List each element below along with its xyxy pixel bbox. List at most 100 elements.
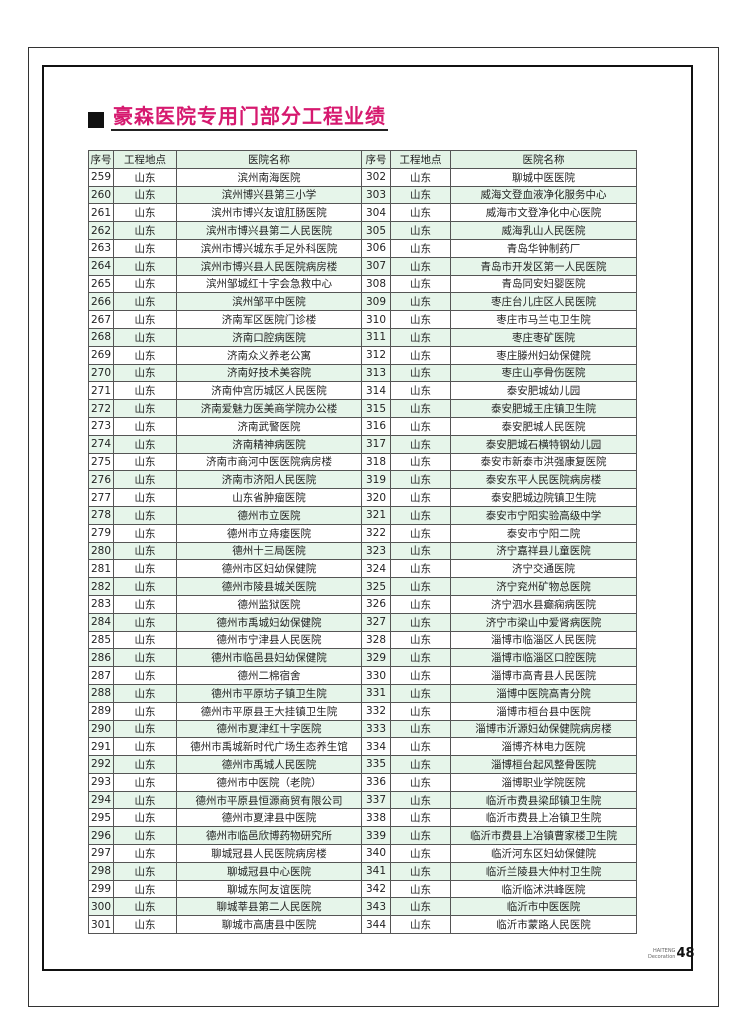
- cell-hospital: 淄博市桓台县中医院: [450, 701, 637, 721]
- cell-number: 337: [361, 790, 391, 810]
- cell-number: 283: [88, 594, 114, 614]
- cell-location: 山东: [113, 808, 177, 828]
- cell-hospital: 德州市夏津红十字医院: [176, 719, 362, 739]
- cell-number: 260: [88, 185, 114, 205]
- cell-number: 267: [88, 310, 114, 329]
- table-row: 277 山东 山东省肿瘤医院 320 山东 泰安肥城边院镇卫生院: [88, 488, 637, 507]
- cell-hospital: 临沂兰陵县大仲村卫生院: [450, 861, 637, 881]
- cell-number: 335: [361, 755, 391, 774]
- cell-number: 290: [88, 719, 114, 739]
- cell-hospital: 聊城冠县人民医院病房楼: [176, 844, 362, 863]
- cell-number: 338: [361, 808, 391, 828]
- table-row: 291 山东 德州市禹城新时代广场生态养生馆 334 山东 淄博齐林电力医院: [88, 737, 637, 757]
- cell-location: 山东: [390, 861, 451, 881]
- table-row: 281 山东 德州市区妇幼保健院 324 山东 济宁交通医院: [88, 559, 637, 579]
- table-row: 279 山东 德州市立痔瘘医院 322 山东 泰安市宁阳二院: [88, 523, 637, 543]
- cell-location: 山东: [113, 612, 177, 632]
- cell-location: 山东: [390, 523, 451, 543]
- cell-location: 山东: [390, 612, 451, 632]
- cell-hospital: 淄博齐林电力医院: [450, 737, 637, 757]
- cell-number: 291: [88, 737, 114, 757]
- table-row: 289 山东 德州市平原县王大挂镇卫生院 332 山东 淄博市桓台县中医院: [88, 701, 637, 721]
- cell-number: 312: [361, 345, 391, 365]
- cell-number: 277: [88, 488, 114, 507]
- cell-location: 山东: [390, 345, 451, 365]
- table-row: 263 山东 滨州市博兴城东手足外科医院 306 山东 青岛华钟制药厂: [88, 238, 637, 258]
- cell-location: 山东: [390, 488, 451, 507]
- cell-location: 山东: [390, 772, 451, 792]
- cell-hospital: 德州市区妇幼保健院: [176, 559, 362, 579]
- table-row: 284 山东 德州市禹城妇幼保健院 327 山东 济宁市梁山中爱肾病医院: [88, 612, 637, 632]
- cell-number: 297: [88, 844, 114, 863]
- cell-location: 山东: [390, 505, 451, 525]
- table-header-row: 序号 工程地点 医院名称 序号 工程地点 医院名称: [88, 150, 637, 169]
- cell-location: 山东: [390, 790, 451, 810]
- cell-hospital: 枣庄山亭骨伤医院: [450, 363, 637, 383]
- cell-location: 山东: [390, 577, 451, 596]
- cell-hospital: 德州市夏津县中医院: [176, 808, 362, 828]
- table-row: 301 山东 聊城市高唐县中医院 344 山东 临沂市蒙路人民医院: [88, 915, 637, 935]
- cell-hospital: 德州市宁津县人民医院: [176, 630, 362, 650]
- page-title: 豪森医院专用门部分工程业绩: [111, 104, 388, 131]
- cell-number: 322: [361, 523, 391, 543]
- cell-hospital: 济南好技术美容院: [176, 363, 362, 383]
- cell-location: 山东: [113, 452, 177, 472]
- cell-hospital: 德州市立医院: [176, 505, 362, 525]
- cell-hospital: 滨州市博兴县人民医院病房楼: [176, 256, 362, 276]
- table-row: 270 山东 济南好技术美容院 313 山东 枣庄山亭骨伤医院: [88, 363, 637, 383]
- cell-number: 303: [361, 185, 391, 205]
- cell-location: 山东: [390, 381, 451, 401]
- cell-location: 山东: [113, 701, 177, 721]
- cell-hospital: 德州市平原县王大挂镇卫生院: [176, 701, 362, 721]
- cell-number: 298: [88, 861, 114, 881]
- cell-number: 270: [88, 363, 114, 383]
- cell-hospital: 青岛同安妇婴医院: [450, 274, 637, 294]
- cell-location: 山东: [390, 879, 451, 899]
- cell-number: 300: [88, 897, 114, 917]
- table-row: 290 山东 德州市夏津红十字医院 333 山东 淄博市沂源妇幼保健院病房楼: [88, 719, 637, 739]
- cell-number: 286: [88, 648, 114, 668]
- cell-hospital: 淄博市临淄区口腔医院: [450, 648, 637, 668]
- cell-hospital: 淄博市高青县人民医院: [450, 666, 637, 685]
- cell-hospital: 泰安市新泰市洪强康复医院: [450, 452, 637, 472]
- cell-hospital: 威海市文登净化中心医院: [450, 203, 637, 223]
- page-outer-border: [28, 47, 719, 1007]
- cell-number: 304: [361, 203, 391, 223]
- cell-location: 山东: [390, 719, 451, 739]
- cell-number: 264: [88, 256, 114, 276]
- cell-location: 山东: [390, 416, 451, 436]
- cell-location: 山东: [113, 861, 177, 881]
- cell-hospital: 淄博市沂源妇幼保健院病房楼: [450, 719, 637, 739]
- cell-hospital: 泰安市宁阳实验高级中学: [450, 505, 637, 525]
- table-row: 274 山东 济南精神病医院 317 山东 泰安肥城石横特钢幼儿园: [88, 434, 637, 454]
- page-inner-border: [42, 65, 693, 971]
- cell-number: 324: [361, 559, 391, 579]
- cell-hospital: 青岛市开发区第一人民医院: [450, 256, 637, 276]
- cell-hospital: 临沂临沭洪峰医院: [450, 879, 637, 899]
- cell-location: 山东: [113, 488, 177, 507]
- cell-location: 山东: [390, 541, 451, 561]
- cell-hospital: 济宁兖州矿物总医院: [450, 577, 637, 596]
- cell-location: 山东: [390, 327, 451, 347]
- cell-number: 331: [361, 683, 391, 703]
- cell-hospital: 德州市立痔瘘医院: [176, 523, 362, 543]
- cell-location: 山东: [113, 755, 177, 774]
- cell-number: 296: [88, 826, 114, 846]
- table-row: 295 山东 德州市夏津县中医院 338 山东 临沂市费县上冶镇卫生院: [88, 808, 637, 828]
- table-row: 280 山东 德州十三局医院 323 山东 济宁嘉祥县儿童医院: [88, 541, 637, 561]
- cell-location: 山东: [113, 434, 177, 454]
- cell-number: 320: [361, 488, 391, 507]
- cell-hospital: 德州市中医院（老院）: [176, 772, 362, 792]
- cell-location: 山东: [390, 256, 451, 276]
- cell-location: 山东: [390, 292, 451, 312]
- cell-location: 山东: [113, 381, 177, 401]
- table-row: 276 山东 济南市济阳人民医院 319 山东 泰安东平人民医院病房楼: [88, 470, 637, 490]
- cell-location: 山东: [113, 897, 177, 917]
- table-row: 265 山东 滨州邹城红十字会急救中心 308 山东 青岛同安妇婴医院: [88, 274, 637, 294]
- cell-hospital: 泰安东平人民医院病房楼: [450, 470, 637, 490]
- table-row: 261 山东 滨州市博兴友谊肛肠医院 304 山东 威海市文登净化中心医院: [88, 203, 637, 223]
- cell-location: 山东: [390, 737, 451, 757]
- cell-hospital: 济南市商河中医医院病房楼: [176, 452, 362, 472]
- cell-hospital: 泰安肥城石横特钢幼儿园: [450, 434, 637, 454]
- cell-number: 321: [361, 505, 391, 525]
